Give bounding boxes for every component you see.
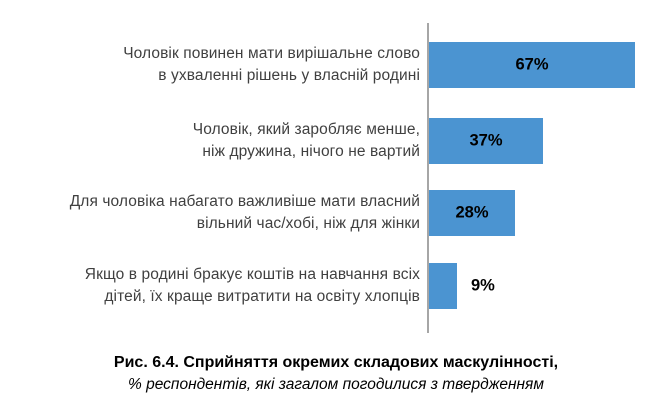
category-label: Чоловік повинен мати вирішальне слово в … <box>123 45 420 84</box>
bar <box>429 42 635 88</box>
bar-track: 9% <box>429 263 672 309</box>
bar-row: Для чоловіка набагато важливіше мати вла… <box>0 190 672 236</box>
bar-track: 28% <box>429 190 672 236</box>
bar-value-label: 37% <box>469 131 503 150</box>
bar-value-label: 67% <box>515 55 549 74</box>
bar-row: Якщо в родині бракує коштів на навчання … <box>0 263 672 309</box>
bar-value-label: 9% <box>471 276 495 295</box>
category-label: Чоловік, який заробляє менше, ніж дружин… <box>192 121 420 160</box>
figure-caption-title: Рис. 6.4. Сприйняття окремих складових м… <box>113 354 559 371</box>
bar-value-label: 28% <box>455 203 489 222</box>
bar-track: 37% <box>429 118 672 164</box>
bar-row: Чоловік повинен мати вирішальне слово в … <box>0 42 672 88</box>
bar-track: 67% <box>429 42 672 88</box>
category-label: Якщо в родині бракує коштів на навчання … <box>84 266 420 305</box>
vertical-axis-line <box>427 23 429 333</box>
bar <box>429 118 543 164</box>
bar-row: Чоловік, який заробляє менше, ніж дружин… <box>0 118 672 164</box>
category-label: Для чоловіка набагато важливіше мати вла… <box>69 193 420 232</box>
bar <box>429 190 515 236</box>
figure-caption-subtitle: % респондентів, які загалом погодилися з… <box>128 376 544 393</box>
figure-caption: Рис. 6.4. Сприйняття окремих складових м… <box>0 352 672 396</box>
bar <box>429 263 457 309</box>
